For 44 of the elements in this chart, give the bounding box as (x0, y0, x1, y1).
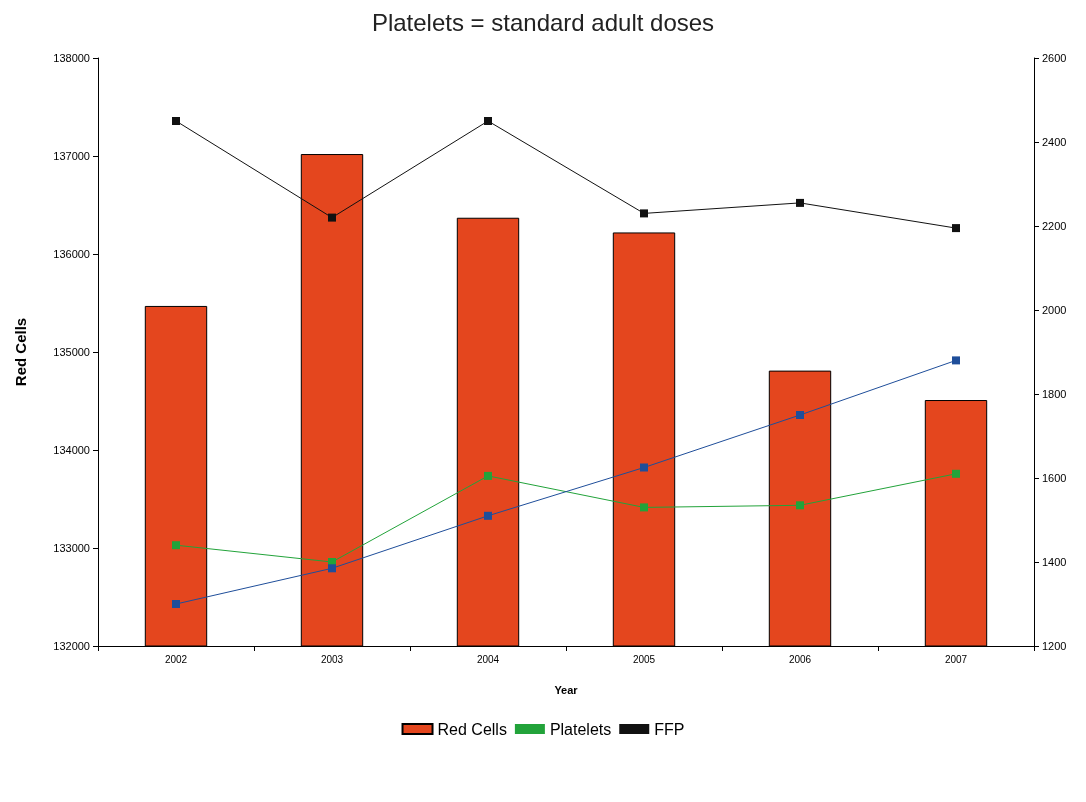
y-tick-label: 137000 (53, 150, 90, 162)
x-tick-label: 2002 (164, 653, 188, 665)
y2-tick-label: 2000 (1042, 304, 1067, 316)
y-tick-label: 134000 (53, 444, 90, 456)
point (640, 209, 648, 218)
point (952, 356, 960, 365)
x-tick-label: 2003 (320, 653, 344, 665)
y2-tick-label: 1600 (1042, 472, 1067, 484)
y2-tick-label: 2200 (1042, 220, 1067, 232)
x-tick-label: 2004 (476, 653, 500, 665)
legend-label: Red Cells (437, 720, 507, 738)
y2-tick-label: 2600 (1042, 52, 1067, 64)
y-tick-label: 138000 (53, 52, 90, 64)
point (640, 463, 648, 472)
x-tick-label: 2007 (944, 653, 968, 665)
point (952, 224, 960, 233)
point (172, 600, 180, 608)
point (796, 411, 804, 419)
y-tick-label: 136000 (53, 248, 90, 260)
y2-tick-label: 1400 (1042, 556, 1067, 568)
point (484, 117, 492, 125)
point (796, 501, 804, 510)
y2-tick-label: 2400 (1042, 136, 1067, 148)
point (172, 541, 180, 550)
point (640, 503, 648, 512)
point (172, 117, 180, 125)
y-tick-label: 132000 (53, 640, 90, 652)
point (484, 511, 492, 520)
y-axis-title: Red Cells (12, 317, 29, 387)
point (328, 564, 336, 573)
chart-title: Platelets = standard adult doses (371, 8, 715, 36)
point (328, 213, 336, 222)
y2-tick-label: 1200 (1042, 640, 1067, 652)
y2-tick-label: 1800 (1042, 388, 1067, 400)
point (484, 471, 492, 480)
point (796, 198, 804, 207)
x-tick-label: 2006 (788, 653, 812, 665)
legend-label: FFP (654, 720, 685, 738)
legend-label: Platelets (549, 720, 612, 738)
y-tick-label: 135000 (53, 346, 90, 358)
y-tick-label: 133000 (53, 542, 90, 554)
x-tick-label: 2005 (632, 653, 656, 665)
point (952, 469, 960, 478)
x-axis-title: Year (554, 683, 579, 696)
